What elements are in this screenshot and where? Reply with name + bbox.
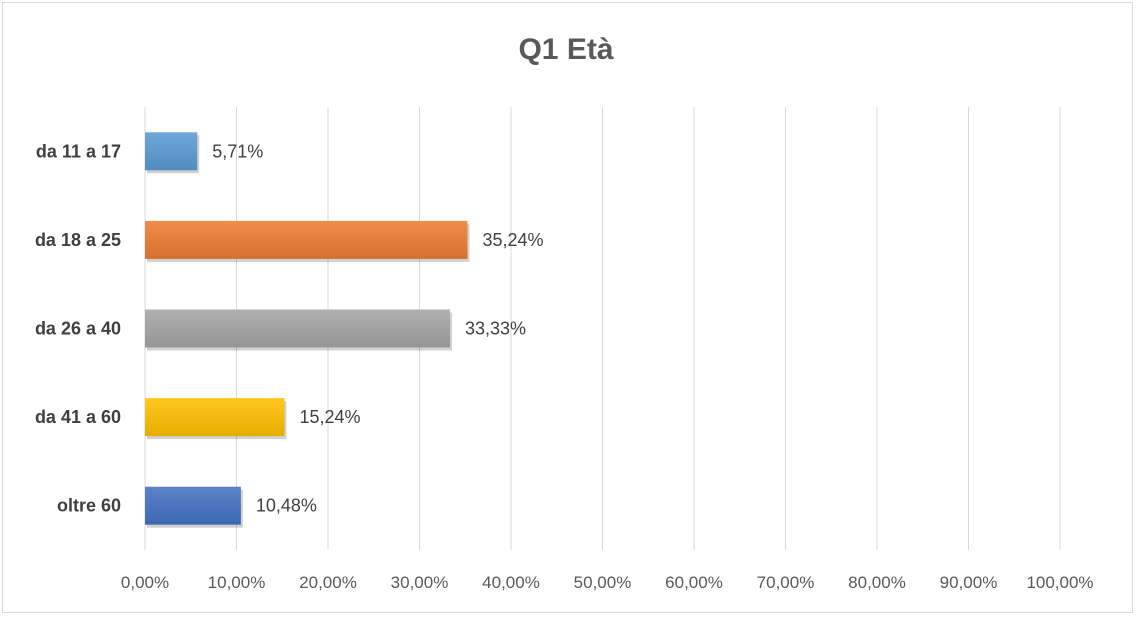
x-tick-label: 40,00%	[482, 573, 540, 592]
chart-title: Q1 Età	[518, 33, 613, 66]
category-label: da 18 a 25	[35, 230, 121, 250]
category-label: da 26 a 40	[35, 319, 121, 339]
category-label: oltre 60	[57, 496, 121, 516]
x-tick-label: 90,00%	[940, 573, 998, 592]
x-tick-label: 70,00%	[757, 573, 815, 592]
bar	[145, 398, 285, 437]
data-label: 5,71%	[212, 141, 263, 161]
bars	[145, 132, 470, 528]
data-label: 10,48%	[256, 496, 317, 516]
x-tick-label: 50,00%	[574, 573, 632, 592]
bar	[145, 309, 450, 348]
category-label: da 11 a 17	[36, 141, 121, 161]
x-tick-label: 10,00%	[208, 573, 266, 592]
x-tick-label: 20,00%	[299, 573, 357, 592]
x-tick-label: 30,00%	[391, 573, 449, 592]
x-tick-label: 100,00%	[1026, 573, 1093, 592]
data-label: 35,24%	[482, 230, 543, 250]
bar	[145, 220, 468, 259]
data-label: 33,33%	[465, 319, 526, 339]
x-tick-label: 80,00%	[848, 573, 906, 592]
labels: 0,00% 10,00% 20,00% 30,00% 40,00% 50,00% 60,00…	[35, 141, 1094, 592]
x-tick-label: 0,00%	[121, 573, 169, 592]
category-label: da 41 a 60	[35, 407, 121, 427]
gridlines	[144, 107, 1061, 550]
bar	[145, 132, 198, 171]
data-label: 15,24%	[299, 407, 360, 427]
x-tick-label: 60,00%	[665, 573, 723, 592]
bar	[145, 486, 241, 525]
